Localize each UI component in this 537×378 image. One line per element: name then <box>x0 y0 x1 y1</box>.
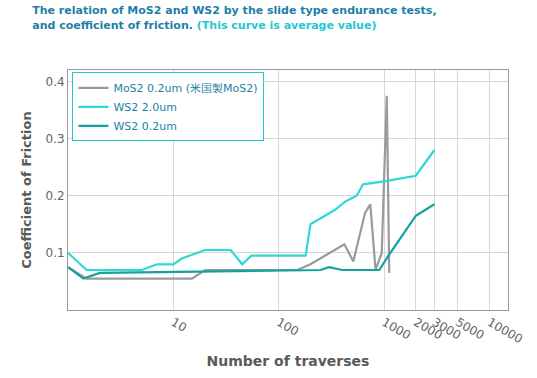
svg-text:0.2: 0.2 <box>46 189 65 203</box>
svg-text:100: 100 <box>274 315 301 339</box>
svg-text:10000: 10000 <box>485 315 525 346</box>
svg-text:The relation of MoS2 and WS2 b: The relation of MoS2 and WS2 by the slid… <box>32 4 436 31</box>
svg-text:10: 10 <box>169 315 189 335</box>
svg-text:3000: 3000 <box>430 315 463 342</box>
svg-text:5000: 5000 <box>453 315 486 342</box>
svg-text:2000: 2000 <box>411 315 444 342</box>
svg-text:1000: 1000 <box>380 315 413 342</box>
svg-text:0.1: 0.1 <box>46 246 65 260</box>
svg-text:WS2 0.2um: WS2 0.2um <box>113 120 177 133</box>
svg-text:0.4: 0.4 <box>46 75 65 89</box>
svg-text:Coefficient of Friction: Coefficient of Friction <box>19 111 34 268</box>
svg-text:0.3: 0.3 <box>46 132 65 146</box>
svg-text:WS2 2.0um: WS2 2.0um <box>113 101 177 114</box>
svg-text:MoS2 0.2um (米国製MoS2): MoS2 0.2um (米国製MoS2) <box>113 82 257 95</box>
svg-text:Number of traverses: Number of traverses <box>207 353 370 369</box>
